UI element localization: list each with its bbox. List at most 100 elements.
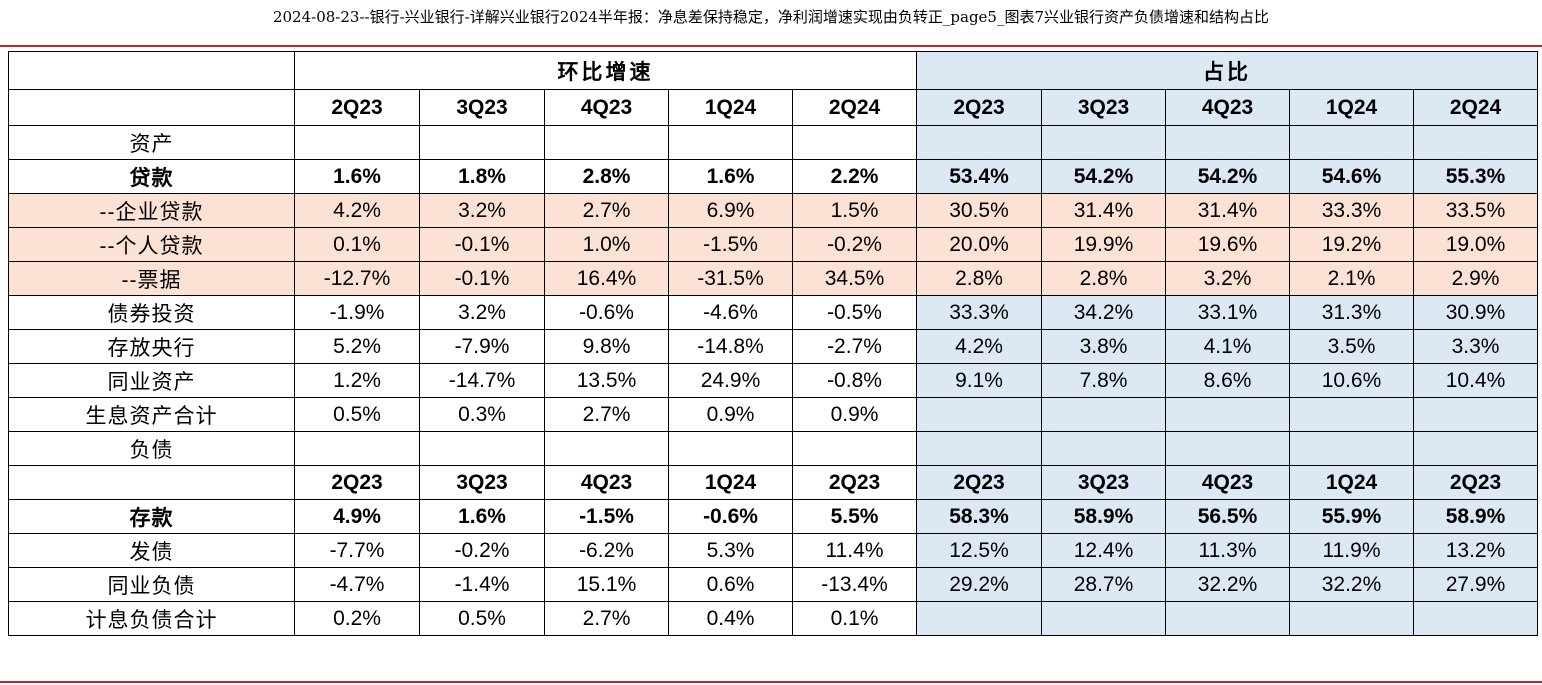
growth-cell: 0.2%	[294, 601, 420, 636]
share-cell: 19.6%	[1165, 227, 1290, 262]
table-row: 同业负债 -4.7% -1.4% 15.1% 0.6% -13.4% 29.2% 28.7% 3…	[8, 567, 1538, 602]
share-cell: 54.2%	[1165, 159, 1290, 194]
share-cell: 2.8%	[916, 261, 1042, 296]
table-row: --企业贷款 4.2% 3.2% 2.7% 6.9% 1.5% 30.5% 31.4% 31.4…	[8, 193, 1538, 228]
balance-sheet-table: 环比增速 占比 2Q23 3Q23 4Q23 1Q24 2Q24 2Q23 3Q…	[8, 51, 1538, 636]
share-cell: 56.5%	[1165, 499, 1290, 534]
growth-cell: -4.6%	[668, 295, 793, 330]
growth-cell: 2.2%	[792, 159, 917, 194]
growth-cell: 0.5%	[294, 397, 420, 432]
share-cell: 7.8%	[1041, 363, 1166, 398]
growth-quarter-header: 4Q23	[544, 89, 669, 126]
quarter-header-row: 2Q23 3Q23 4Q23 1Q24 2Q24 2Q23 3Q23 4Q23 …	[8, 89, 1538, 126]
corner-cell	[8, 51, 295, 90]
table-row: 发债 -7.7% -0.2% -6.2% 5.3% 11.4% 12.5% 12.4% 11.3…	[8, 533, 1538, 568]
row-label: 生息资产合计	[8, 397, 295, 432]
growth-cell: 2.7%	[544, 397, 669, 432]
growth-cell: -14.7%	[419, 363, 545, 398]
growth-cell: -13.4%	[792, 567, 917, 602]
table-row: 生息资产合计 0.5% 0.3% 2.7% 0.9% 0.9%	[8, 397, 1538, 432]
share-cell	[916, 397, 1042, 432]
share-cell	[1165, 601, 1290, 636]
growth-cell: 16.4%	[544, 261, 669, 296]
table-row: 存放央行 5.2% -7.9% 9.8% -14.8% -2.7% 4.2% 3.8% 4.1%…	[8, 329, 1538, 364]
share-cell: 58.9%	[1413, 499, 1538, 534]
growth-cell: -6.2%	[544, 533, 669, 568]
growth-cell: 34.5%	[792, 261, 917, 296]
section-label-liabilities: 负债	[8, 431, 295, 466]
growth-cell: -4.7%	[294, 567, 420, 602]
share-cell	[1413, 397, 1538, 432]
growth-cell: 1.8%	[419, 159, 545, 194]
table-row: 计息负债合计 0.2% 0.5% 2.7% 0.4% 0.1%	[8, 601, 1538, 636]
growth-cell: 3.2%	[419, 193, 545, 228]
share-cell: 9.1%	[916, 363, 1042, 398]
share-cell: 19.2%	[1289, 227, 1414, 262]
liability-quarter-header-row: 2Q23 3Q23 4Q23 1Q24 2Q23 2Q23 3Q23 4Q23 …	[8, 465, 1538, 500]
growth-group-header: 环比增速	[294, 51, 917, 90]
liability-quarter-header-corner	[8, 465, 295, 500]
growth-cell: -2.7%	[792, 329, 917, 364]
asset-rows: 贷款 1.6% 1.8% 2.8% 1.6% 2.2% 53.4% 54.2% 54.2% 54.…	[8, 159, 1538, 432]
row-label: --票据	[8, 261, 295, 296]
share-quarter-header: 1Q24	[1289, 89, 1414, 126]
growth-cell: 5.2%	[294, 329, 420, 364]
liability-share-quarter-header: 1Q24	[1289, 465, 1414, 500]
growth-cell: 0.3%	[419, 397, 545, 432]
share-cell: 3.3%	[1413, 329, 1538, 364]
share-cell: 30.9%	[1413, 295, 1538, 330]
row-label: 同业资产	[8, 363, 295, 398]
table-row: 贷款 1.6% 1.8% 2.8% 1.6% 2.2% 53.4% 54.2% 54.2% 54.…	[8, 159, 1538, 194]
growth-cell: 1.2%	[294, 363, 420, 398]
growth-cell: 11.4%	[792, 533, 917, 568]
growth-cell: -12.7%	[294, 261, 420, 296]
share-group-header: 占比	[916, 51, 1538, 90]
growth-cell: 0.9%	[792, 397, 917, 432]
growth-cell: 0.6%	[668, 567, 793, 602]
liability-share-quarter-header: 2Q23	[916, 465, 1042, 500]
growth-cell: -31.5%	[668, 261, 793, 296]
share-cell: 29.2%	[916, 567, 1042, 602]
share-quarter-header: 2Q23	[916, 89, 1042, 126]
row-label: 发债	[8, 533, 295, 568]
share-cell	[1041, 397, 1166, 432]
table-row: --个人贷款 0.1% -0.1% 1.0% -1.5% -0.2% 20.0% 19.9% 1…	[8, 227, 1538, 262]
row-label: 存款	[8, 499, 295, 534]
growth-cell: -7.9%	[419, 329, 545, 364]
share-cell: 10.4%	[1413, 363, 1538, 398]
share-cell: 13.2%	[1413, 533, 1538, 568]
row-label: 计息负债合计	[8, 601, 295, 636]
share-cell: 31.3%	[1289, 295, 1414, 330]
growth-quarter-header: 2Q24	[792, 89, 917, 126]
growth-cell: 5.3%	[668, 533, 793, 568]
share-cell: 30.5%	[916, 193, 1042, 228]
share-cell: 33.1%	[1165, 295, 1290, 330]
growth-cell: -0.8%	[792, 363, 917, 398]
growth-cell: 5.5%	[792, 499, 917, 534]
growth-cell: -1.9%	[294, 295, 420, 330]
group-header-row: 环比增速 占比	[8, 51, 1538, 90]
growth-cell: -0.1%	[419, 227, 545, 262]
table-row: --票据 -12.7% -0.1% 16.4% -31.5% 34.5% 2.8% 2.8% 3…	[8, 261, 1538, 296]
growth-cell: 1.6%	[668, 159, 793, 194]
share-cell: 32.2%	[1165, 567, 1290, 602]
growth-cell: 0.9%	[668, 397, 793, 432]
section-label-assets: 资产	[8, 125, 295, 160]
share-cell: 31.4%	[1041, 193, 1166, 228]
share-cell: 8.6%	[1165, 363, 1290, 398]
growth-cell: 4.9%	[294, 499, 420, 534]
growth-cell: 6.9%	[668, 193, 793, 228]
share-cell: 3.2%	[1165, 261, 1290, 296]
share-cell: 4.1%	[1165, 329, 1290, 364]
liability-rows: 存款 4.9% 1.6% -1.5% -0.6% 5.5% 58.3% 58.9% 56.5% 5…	[8, 499, 1538, 636]
growth-cell: -1.4%	[419, 567, 545, 602]
growth-cell: 24.9%	[668, 363, 793, 398]
page-title: 2024-08-23--银行-兴业银行-详解兴业银行2024半年报：净息差保持稳…	[272, 8, 1270, 26]
growth-cell: -0.6%	[544, 295, 669, 330]
share-cell: 55.3%	[1413, 159, 1538, 194]
growth-cell: 1.0%	[544, 227, 669, 262]
share-quarter-header: 4Q23	[1165, 89, 1290, 126]
growth-cell: -14.8%	[668, 329, 793, 364]
share-cell	[1413, 601, 1538, 636]
growth-cell: 1.6%	[294, 159, 420, 194]
